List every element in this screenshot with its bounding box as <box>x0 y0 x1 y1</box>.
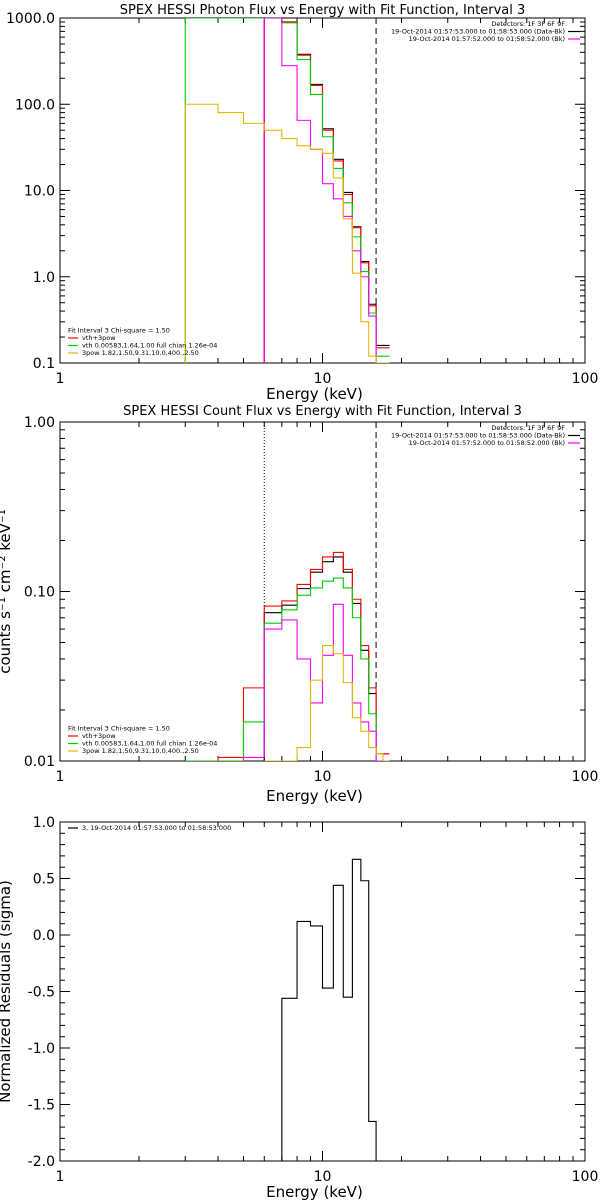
series-2-line <box>263 18 390 363</box>
legend-text: vth 0.00583,1.64,1.00 full chian 1.26e-0… <box>82 342 217 350</box>
legend-text: vth+3pow <box>82 732 116 740</box>
legend-text: Detectors: 1F 3F 6F 9F <box>491 424 565 432</box>
y-tick-label: 100.0 <box>15 97 55 113</box>
data-layer <box>264 858 383 1161</box>
x-axis-label: Energy (keV) <box>266 787 363 805</box>
legend-text: 19-Oct-2014 01:57:53.000 to 01:58:53.000… <box>391 432 565 440</box>
y-tick-label: 0.01 <box>24 754 55 770</box>
chart-3: 1 10 100 -2.0 -1.5 -1.0 -0.5 0.0 0.5 1.0 Energy (k… <box>0 815 599 1201</box>
x-axis-label: Energy (keV) <box>266 1183 363 1200</box>
legend-text: 19-Oct-2014 01:57:52.000 to 01:58:52.000… <box>409 439 565 447</box>
series-5-line <box>264 644 390 761</box>
series-4-line <box>263 18 390 363</box>
y-axis-label: counts s⁻¹ cm⁻² keV⁻¹ <box>0 509 14 674</box>
x-tick-label: 10 <box>314 371 332 387</box>
chart-title: SPEX HESSI Photon Flux vs Energy with Fi… <box>120 3 526 18</box>
legend-text: vth 0.00583,1.64,1.00 full chian 1.26e-0… <box>82 740 217 748</box>
legend-text: 19-Oct-2014 01:57:52.000 to 01:58:52.000… <box>409 35 565 43</box>
x-tick-label: 1 <box>56 1169 65 1185</box>
y-tick-label: 1.0 <box>33 815 55 831</box>
series-3-line <box>184 18 390 363</box>
x-tick-label: 1 <box>56 371 65 387</box>
legend-text: 3, 19-Oct-2014 01:57:53.000 to 01:58:53.… <box>82 824 231 832</box>
chart-title: SPEX HESSI Count Flux vs Energy with Fit… <box>123 404 522 419</box>
series-4-line <box>242 603 383 761</box>
legend-text: vth+3pow <box>82 334 116 342</box>
x-tick-label: 1 <box>56 769 65 785</box>
y-tick-label: -1.5 <box>28 1098 55 1114</box>
series-1-line <box>263 556 390 761</box>
x-tick-label: 100 <box>572 769 599 785</box>
y-tick-label: -0.5 <box>28 985 55 1001</box>
series-1-line <box>263 18 390 363</box>
series-2-line <box>185 551 390 761</box>
y-tick-label: 1.00 <box>24 415 55 431</box>
y-axis-label: Normalized Residuals (sigma) <box>0 880 14 1103</box>
data-layer <box>185 422 390 761</box>
y-tick-label: 1.0 <box>33 270 55 286</box>
legend-text: 19-Oct-2014 01:57:53.000 to 01:58:53.000… <box>391 28 565 36</box>
y-tick-label: -2.0 <box>28 1154 55 1170</box>
y-tick-label: 0.0 <box>33 928 55 944</box>
x-tick-label: 10 <box>314 1169 332 1185</box>
series-1-line <box>264 858 383 1161</box>
x-tick-label: 10 <box>314 769 332 785</box>
y-tick-label: 0.5 <box>33 872 55 888</box>
legend-text: Fit Interval 3 Chi-square = 1.50 <box>68 725 170 733</box>
y-tick-label: 10.0 <box>24 184 55 200</box>
x-tick-label: 100 <box>572 371 599 387</box>
y-tick-label: 1000.0 <box>6 11 55 27</box>
plot-frame <box>59 421 586 762</box>
series-5-line <box>184 103 390 363</box>
legend-text: 3pow 1.82,1.50,9.31,10.0,400.,2.50 <box>82 747 199 755</box>
x-tick-label: 100 <box>572 1169 599 1185</box>
chart-2: SPEX HESSI Count Flux vs Energy with Fit… <box>0 404 598 805</box>
legend-text: 3pow 1.82,1.50,9.31,10.0,400.,2.50 <box>82 349 199 357</box>
legend-text: Detectors: 1F 3F 6F 9F <box>491 20 565 28</box>
plot-frame <box>59 17 586 364</box>
chart-1: SPEX HESSI Photon Flux vs Energy with Fi… <box>6 3 598 403</box>
y-tick-label: 0.10 <box>24 585 55 601</box>
legend-text: Fit Interval 3 Chi-square = 1.50 <box>68 327 170 335</box>
data-layer <box>184 18 390 363</box>
y-tick-label: -1.0 <box>28 1041 55 1057</box>
x-axis-label: Energy (keV) <box>266 385 363 403</box>
plot-frame <box>59 821 586 1162</box>
y-tick-label: 0.1 <box>33 356 55 372</box>
